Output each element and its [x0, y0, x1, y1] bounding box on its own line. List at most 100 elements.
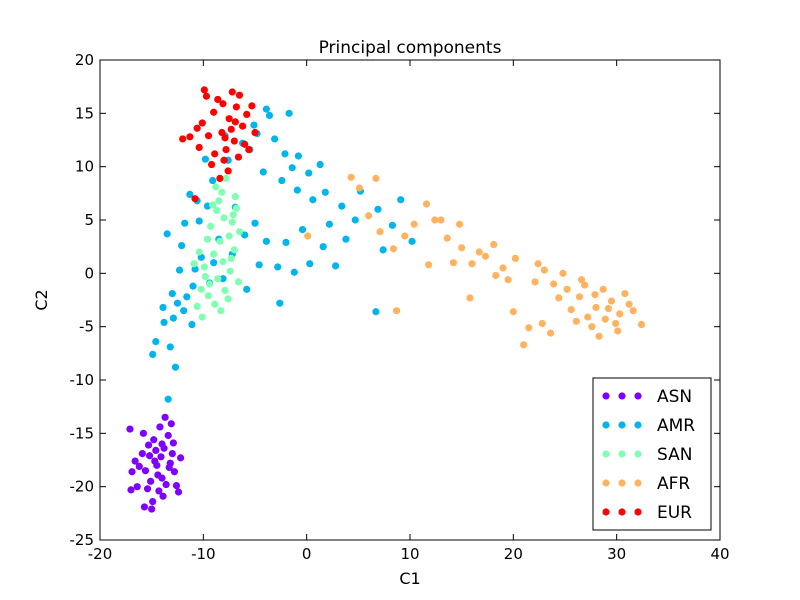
data-point-san — [221, 286, 229, 294]
data-point-asn — [128, 468, 136, 476]
data-point-amr — [342, 235, 350, 243]
data-point-amr — [169, 314, 177, 322]
data-point-san — [190, 260, 198, 268]
data-point-asn — [169, 439, 177, 447]
data-point-amr — [191, 265, 199, 273]
data-point-amr — [171, 363, 180, 371]
data-point-amr — [293, 186, 301, 194]
data-point-san — [234, 278, 243, 286]
data-point-san — [197, 285, 205, 293]
data-point-afr — [355, 184, 363, 192]
data-point-amr — [388, 221, 397, 229]
data-point-afr — [449, 259, 457, 267]
data-point-afr — [372, 174, 380, 182]
data-point-san — [230, 246, 238, 254]
data-point-afr — [595, 332, 603, 340]
chart-title: Principal components — [319, 38, 502, 58]
data-point-eur — [239, 122, 247, 130]
data-point-afr — [347, 173, 355, 181]
data-point-amr — [181, 219, 189, 227]
data-point-amr — [298, 226, 307, 234]
y-tick-label: 20 — [75, 51, 94, 69]
data-point-asn — [149, 498, 157, 506]
data-point-amr — [316, 160, 324, 169]
data-point-san — [217, 307, 225, 315]
data-point-afr — [567, 306, 575, 314]
data-point-afr — [458, 244, 466, 252]
data-point-san — [215, 197, 223, 205]
data-point-afr — [577, 276, 586, 284]
data-point-amr — [319, 243, 327, 251]
data-point-amr — [168, 290, 176, 298]
data-point-afr — [588, 323, 596, 331]
data-point-san — [216, 237, 224, 245]
data-point-eur — [230, 137, 238, 145]
data-point-eur — [219, 100, 227, 108]
y-tick-label: 0 — [84, 264, 94, 282]
data-point-amr — [408, 237, 416, 245]
data-point-asn — [147, 477, 155, 485]
legend-marker-amr — [602, 421, 610, 429]
data-point-eur — [220, 156, 228, 164]
data-point-asn — [174, 488, 183, 496]
data-point-afr — [392, 307, 401, 315]
data-point-san — [205, 280, 214, 288]
data-point-eur — [200, 86, 208, 94]
data-point-amr — [164, 395, 172, 403]
data-point-amr — [276, 299, 284, 307]
data-point-san — [212, 183, 220, 191]
legend-marker-san — [634, 450, 642, 458]
data-point-amr — [201, 155, 209, 163]
data-point-eur — [218, 128, 226, 137]
data-point-amr — [332, 262, 340, 270]
data-point-san — [213, 206, 221, 214]
data-point-asn — [140, 503, 149, 511]
data-point-amr — [321, 188, 329, 196]
data-point-san — [232, 204, 240, 212]
data-point-afr — [401, 232, 409, 240]
data-point-amr — [379, 246, 387, 254]
data-point-eur — [245, 146, 253, 154]
data-point-amr — [243, 285, 251, 293]
data-point-afr — [456, 220, 464, 228]
data-point-eur — [186, 133, 194, 141]
data-point-amr — [281, 150, 289, 158]
data-point-asn — [164, 431, 172, 440]
data-point-san — [206, 222, 215, 230]
data-point-san — [201, 272, 209, 281]
x-tick-label: -20 — [88, 545, 113, 563]
data-point-amr — [149, 350, 157, 358]
data-point-afr — [614, 327, 622, 335]
data-point-amr — [309, 196, 317, 204]
data-point-amr — [188, 320, 196, 329]
data-point-asn — [170, 468, 178, 476]
legend-marker-afr — [602, 479, 610, 487]
y-tick-label: 10 — [75, 158, 94, 176]
legend-marker-amr — [634, 421, 642, 429]
data-point-amr — [195, 217, 203, 225]
data-point-asn — [154, 471, 162, 479]
data-point-amr — [372, 308, 380, 316]
data-point-asn — [156, 423, 164, 431]
data-point-eur — [202, 92, 211, 100]
data-point-amr — [288, 164, 296, 172]
data-point-eur — [251, 128, 259, 137]
y-tick-label: -15 — [70, 424, 95, 442]
legend-marker-afr — [618, 479, 626, 487]
series-afr — [304, 173, 646, 349]
data-point-afr — [629, 307, 637, 315]
data-point-eur — [235, 91, 244, 99]
x-tick-label: 10 — [400, 545, 419, 563]
data-point-asn — [133, 483, 141, 491]
data-point-afr — [612, 319, 620, 328]
data-point-afr — [437, 216, 445, 224]
x-tick-label: 30 — [607, 545, 626, 563]
data-point-asn — [155, 487, 163, 495]
data-point-afr — [481, 252, 490, 260]
data-point-afr — [538, 319, 546, 328]
data-point-afr — [575, 293, 584, 301]
legend: ASN AMR SAN AFR EUR — [592, 377, 712, 531]
data-point-amr — [351, 216, 359, 224]
data-point-amr — [241, 231, 249, 239]
data-point-amr — [175, 266, 184, 274]
